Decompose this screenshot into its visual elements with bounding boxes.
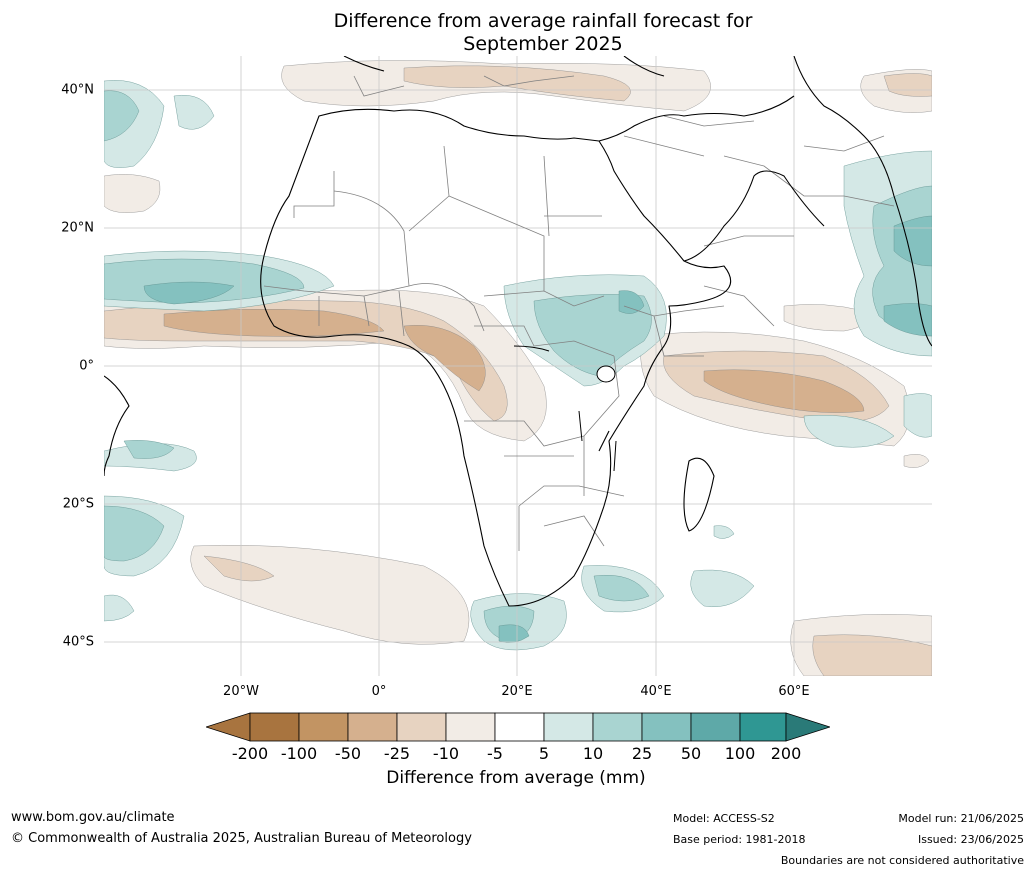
colorbar-bin: [543, 712, 594, 742]
colorbar-bin: [396, 712, 447, 742]
lat-label-40s: 40°S: [62, 634, 94, 650]
colorbar-tick: 50: [680, 744, 702, 763]
lon-label-0: 0°: [371, 684, 387, 699]
map-title-line1: Difference from average rainfall forecas…: [333, 10, 753, 32]
lon-label-40e: 40°E: [640, 684, 672, 699]
colorbar-tick: 10: [582, 744, 604, 763]
base-period-text: Base period: 1981-2018: [673, 833, 806, 846]
country-borders: [263, 75, 895, 551]
colorbar-bin: [445, 712, 496, 742]
colorbar-tick: -5: [487, 744, 503, 763]
colorbar-tick: -50: [334, 744, 362, 763]
lon-label-20e: 20°E: [501, 684, 533, 699]
wet-anomaly-regions: [104, 80, 932, 651]
lon-label-20w: 20°W: [223, 684, 259, 699]
disclaimer-text: Boundaries are not considered authoritat…: [780, 854, 1024, 867]
lat-label-40n: 40°N: [61, 82, 94, 98]
colorbar-bin: [592, 712, 643, 742]
colorbar-tick: -25: [383, 744, 411, 763]
colorbar: [204, 712, 832, 742]
colorbar-extend-dry: [204, 712, 251, 742]
issued-text: Issued: 23/06/2025: [917, 833, 1024, 846]
colorbar-bin: [690, 712, 741, 742]
website-link[interactable]: www.bom.gov.au/climate: [11, 810, 175, 825]
colorbar-bin: [641, 712, 692, 742]
colorbar-tick: -200: [231, 744, 269, 763]
colorbar-extend-wet: [785, 712, 832, 742]
colorbar-bin: [494, 712, 545, 742]
lon-label-60e: 60°E: [778, 684, 810, 699]
colorbar-bin: [347, 712, 398, 742]
colorbar-bin: [298, 712, 349, 742]
lat-label-20n: 20°N: [61, 220, 94, 236]
model-run-text: Model run: 21/06/2025: [898, 812, 1024, 825]
model-text: Model: ACCESS-S2: [673, 812, 775, 825]
colorbar-tick: 25: [631, 744, 653, 763]
dry-anomaly-regions: [104, 60, 932, 676]
colorbar-bin: [249, 712, 300, 742]
graticule: [104, 56, 932, 676]
lat-label-0: 0°: [79, 358, 94, 374]
colorbar-tick: 200: [770, 744, 802, 763]
colorbar-tick: 5: [538, 744, 550, 763]
lat-label-20s: 20°S: [62, 496, 94, 512]
map-title: Difference from average rainfall forecas…: [240, 10, 846, 56]
map-title-line2: September 2025: [463, 33, 623, 55]
colorbar-tick: 100: [724, 744, 756, 763]
lakes: [578, 365, 617, 472]
colorbar-label: Difference from average (mm): [386, 768, 646, 788]
copyright-text: © Commonwealth of Australia 2025, Austra…: [11, 831, 472, 846]
colorbar-tick: -100: [280, 744, 318, 763]
colorbar-bin: [739, 712, 787, 742]
coastlines: [104, 56, 932, 607]
colorbar-tick: -10: [432, 744, 460, 763]
rainfall-map: [104, 56, 932, 676]
